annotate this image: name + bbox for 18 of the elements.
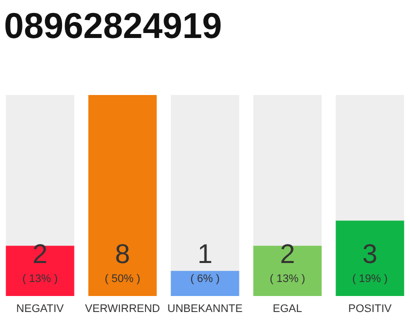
x-tick-label: POSITIV <box>348 303 392 315</box>
annotation: ( 6% ) <box>190 273 220 285</box>
data-label: 2 <box>32 239 48 269</box>
bar <box>170 270 240 296</box>
bar <box>88 95 157 296</box>
x-tick-label: VERWIRREND <box>85 303 160 315</box>
data-label: 1 <box>197 239 213 269</box>
annotation: ( 19% ) <box>352 273 388 285</box>
x-tick-label: NEGATIV <box>16 303 64 315</box>
annotation: ( 13% ) <box>270 273 306 285</box>
data-label: 8 <box>115 239 130 269</box>
x-tick-label: UNBEKANNTE <box>167 303 243 315</box>
annotation: ( 50% ) <box>104 273 140 285</box>
data-label: 2 <box>280 239 295 269</box>
annotation: ( 13% ) <box>22 273 58 285</box>
chart-title: 08962824919 <box>4 5 224 46</box>
data-label: 3 <box>362 239 378 269</box>
x-tick-label: EGAL <box>272 303 302 315</box>
